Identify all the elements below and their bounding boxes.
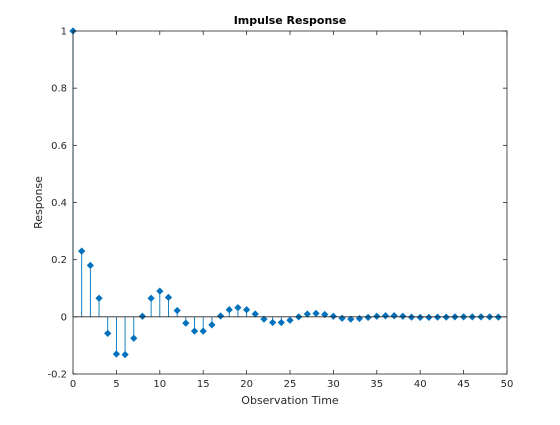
x-axis-label: Observation Time [241,394,339,407]
stem-marker [104,329,112,338]
y-axis: -0.2 0 0.2 0.4 0.6 0.8 1 [47,27,507,381]
y-tick-label: 1 [61,27,67,38]
x-tick-label: 50 [501,379,514,390]
stem-marker [208,321,216,329]
stem-marker [130,334,138,342]
stem-marker [156,287,164,295]
stem-marker [364,313,372,322]
y-tick-label: -0.2 [47,370,67,381]
stem-marker [147,294,155,302]
stem-marker [190,327,199,335]
stem-marker [329,312,338,320]
stem-marker [242,306,251,314]
stem-marker [182,319,190,327]
stem-marker [286,316,294,324]
stem-marker [234,304,242,312]
stem-marker [138,312,147,320]
x-tick-label: 35 [370,379,383,390]
y-tick-label: 0.6 [51,141,67,152]
stem-marker [216,312,225,320]
y-axis-label: Response [32,176,45,229]
y-tick-label: 0.4 [51,198,67,209]
x-tick-label: 30 [327,379,340,390]
stem-marker [416,313,424,322]
stem-marker [321,310,329,319]
x-tick-label: 5 [113,379,119,390]
x-tick-label: 40 [414,379,427,390]
stem-marker [86,261,94,270]
stem-marker [269,318,277,327]
x-tick-label: 25 [284,379,297,390]
stem-marker [260,315,268,323]
stem-marker [399,312,407,320]
stem-marker [425,313,433,322]
y-tick-label: 0 [61,312,67,323]
stem-marker [225,306,233,314]
stem-marker [95,294,103,302]
stem-marker [373,312,381,320]
stem-marker [121,350,129,359]
x-tick-label: 10 [153,379,166,390]
stem-marker [381,312,390,320]
stem-marker [277,318,285,327]
y-tick-label: 0.2 [51,255,67,266]
stem-marker [164,293,173,302]
chart-title: Impulse Response [234,14,347,27]
stem-marker [173,306,181,315]
y-tick-label: 0.8 [51,84,67,95]
stem-marker [347,315,355,323]
stem-marker [199,327,207,335]
x-tick-label: 45 [457,379,470,390]
x-tick-label: 0 [70,379,76,390]
x-tick-label: 20 [240,379,253,390]
stem-marker [390,312,398,320]
stem-marker [78,247,86,255]
x-axis: 0 5 10 15 20 25 30 35 40 45 50 [70,31,514,390]
stem-marker [112,350,121,358]
stem-marker [355,314,364,323]
x-tick-label: 15 [197,379,210,390]
